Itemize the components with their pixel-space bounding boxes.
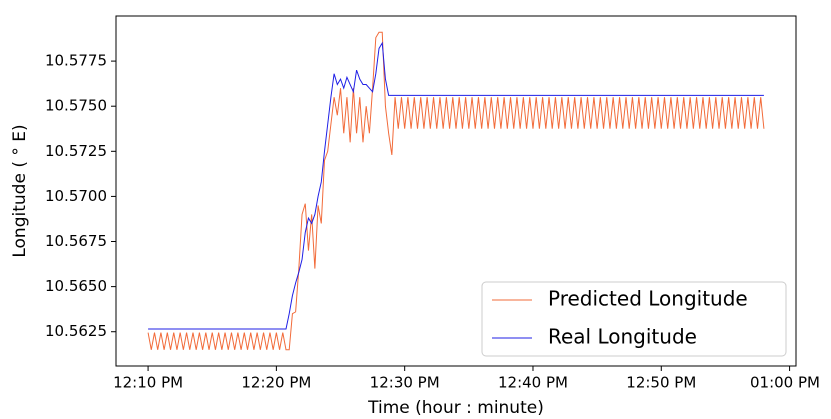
- series-line: [147, 31, 765, 351]
- y-tick-label: 10.5775: [45, 52, 107, 70]
- x-tick-label: 12:20 PM: [241, 374, 311, 392]
- x-tick-label: 01:00 PM: [750, 374, 820, 392]
- y-tick-label: 10.5650: [45, 277, 107, 295]
- x-axis-label: Time (hour : minute): [367, 398, 544, 418]
- y-tick-label: 10.5625: [45, 322, 107, 340]
- legend-box: [481, 281, 787, 357]
- legend-label: Predicted Longitude: [548, 287, 748, 311]
- legend-label: Real Longitude: [548, 325, 697, 349]
- x-tick-label: 12:50 PM: [626, 374, 696, 392]
- x-tick-label: 12:40 PM: [498, 374, 568, 392]
- y-tick-label: 10.5750: [45, 97, 107, 115]
- plot-frame: [115, 15, 797, 367]
- x-tick-label: 12:30 PM: [370, 374, 440, 392]
- y-tick-label: 10.5700: [45, 187, 107, 205]
- y-tick-label: 10.5725: [45, 142, 107, 160]
- series-line: [148, 41, 764, 330]
- x-tick-label: 12:10 PM: [113, 374, 183, 392]
- y-tick-label: 10.5675: [45, 232, 107, 250]
- y-axis-label: Longitude ( ° E): [10, 124, 30, 257]
